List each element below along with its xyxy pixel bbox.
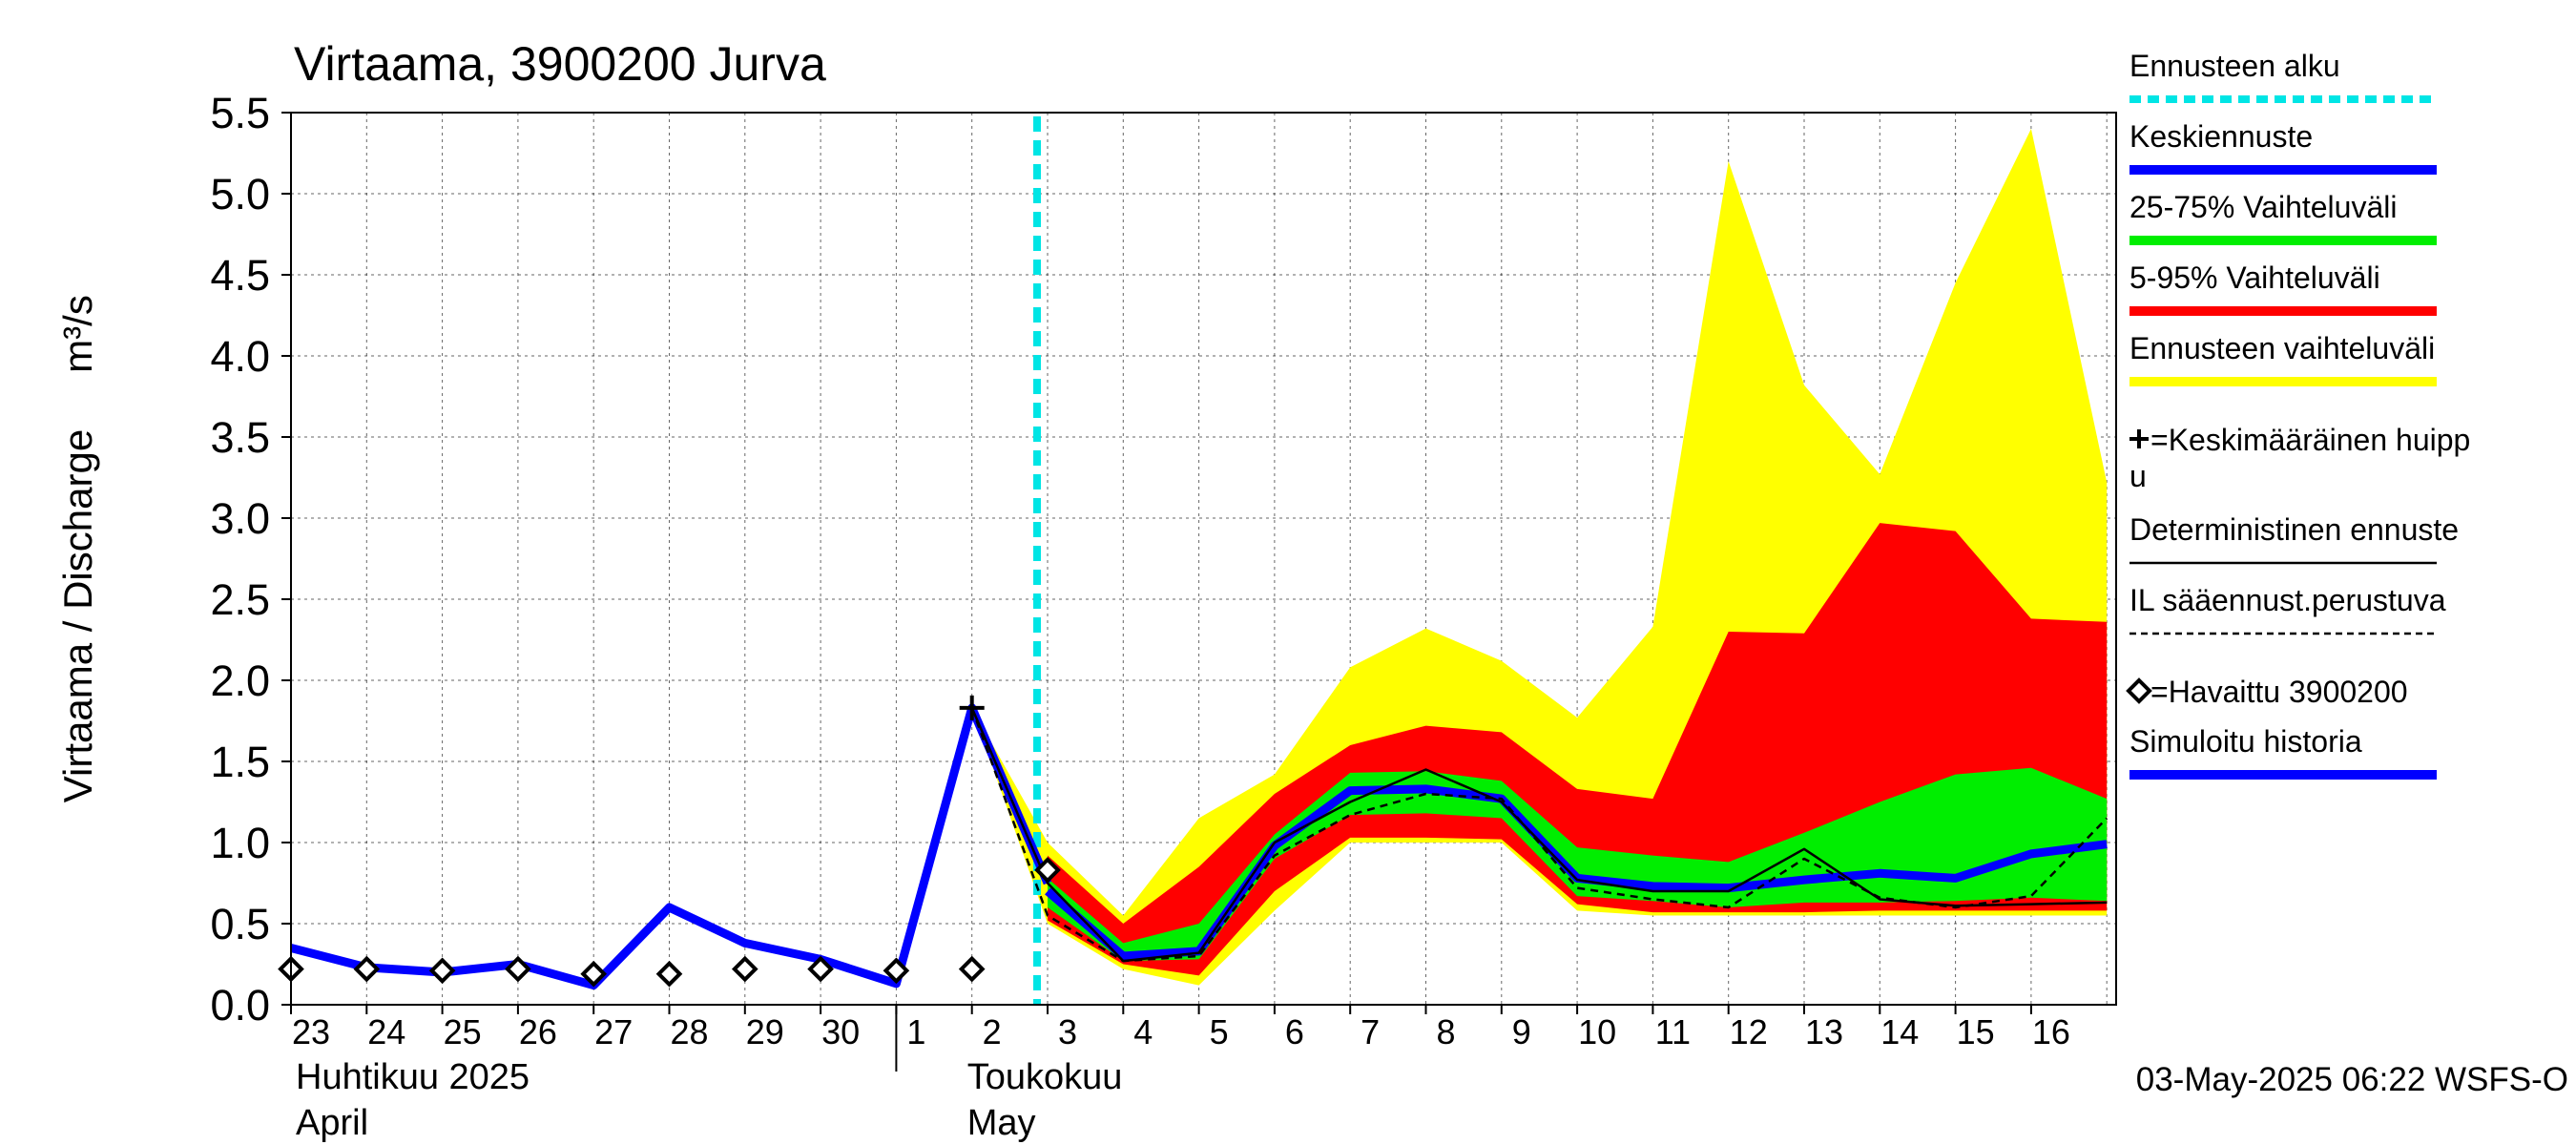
month-label-en: May xyxy=(967,1103,1036,1143)
x-tick-label: 9 xyxy=(1512,1012,1531,1051)
x-tick-label: 27 xyxy=(594,1012,633,1051)
legend-label-cont: u xyxy=(2129,459,2147,493)
y-tick-label: 2.5 xyxy=(210,575,270,624)
y-tick-label: 3.0 xyxy=(210,494,270,543)
legend-label: Simuloitu historia xyxy=(2129,724,2362,759)
y-axis-label: Virtaama / Discharge xyxy=(55,429,100,802)
chart-title: Virtaama, 3900200 Jurva xyxy=(294,37,826,91)
legend-item: IL sääennust.perustuva xyxy=(2129,583,2446,635)
y-tick-label: 4.0 xyxy=(210,332,270,381)
observed-point xyxy=(1034,857,1061,884)
y-tick-label: 0.0 xyxy=(210,981,270,1030)
x-tick-label: 30 xyxy=(821,1012,860,1051)
y-tick-label: 5.5 xyxy=(210,89,270,137)
x-tick-label: 16 xyxy=(2032,1012,2070,1051)
x-tick-label: 23 xyxy=(292,1012,330,1051)
x-tick-label: 11 xyxy=(1655,1012,1691,1051)
legend-label: 25-75% Vaihteluväli xyxy=(2129,190,2397,224)
legend-item: Ennusteen vaihteluväli xyxy=(2129,331,2437,386)
observed-point xyxy=(883,957,910,985)
x-tick-label: 28 xyxy=(670,1012,708,1051)
legend-label: Deterministinen ennuste xyxy=(2129,512,2459,547)
legend-label: =Keskimääräinen huipp xyxy=(2150,423,2470,457)
legend-label: Keskiennuste xyxy=(2129,119,2313,154)
y-tick-label: 0.5 xyxy=(210,900,270,948)
x-tick-label: 4 xyxy=(1133,1012,1153,1051)
x-tick-label: 25 xyxy=(444,1012,482,1051)
legend-item: =Havaittu 3900200 xyxy=(2126,675,2408,709)
legend-label: =Havaittu 3900200 xyxy=(2150,675,2408,709)
legend: Ennusteen alku Keskiennuste 25-75% Vaihtel… xyxy=(2126,49,2470,780)
x-tick-label: 10 xyxy=(1578,1012,1616,1051)
observed-point xyxy=(353,955,381,983)
y-axis-unit: m³/s xyxy=(55,295,100,373)
observed-point xyxy=(580,960,608,988)
x-tick-label: 24 xyxy=(367,1012,405,1051)
peak-marker xyxy=(959,695,985,720)
x-tick-label: 26 xyxy=(519,1012,557,1051)
y-tick-label: 5.0 xyxy=(210,170,270,219)
plot-area xyxy=(278,112,2116,1006)
observed-point xyxy=(807,955,834,983)
x-tick-label: 7 xyxy=(1361,1012,1380,1051)
y-tick-label: 4.5 xyxy=(210,251,270,300)
x-tick-label: 14 xyxy=(1880,1012,1919,1051)
observed-point xyxy=(731,955,758,983)
x-tick-label: 29 xyxy=(746,1012,784,1051)
axes: 0.0 0.5 1.0 1.5 2.0 2.5 3.0 3.5 4.0 4.5 5.0 5.5 Virt… xyxy=(55,89,2117,1143)
x-tick-label: 5 xyxy=(1210,1012,1229,1051)
plot-frame xyxy=(290,112,2117,1006)
series-simuloitu-historia xyxy=(291,703,1052,990)
series xyxy=(291,703,2109,990)
legend-label: Ennusteen alku xyxy=(2129,49,2340,83)
legend-item: Simuloitu historia xyxy=(2129,724,2437,780)
legend-item: 5-95% Vaihteluväli xyxy=(2129,260,2437,316)
x-tick-label: 3 xyxy=(1058,1012,1077,1051)
x-tick-label: 13 xyxy=(1805,1012,1843,1051)
y-tick-label: 1.0 xyxy=(210,819,270,867)
y-tick-label: 2.0 xyxy=(210,656,270,705)
legend-label: 5-95% Vaihteluväli xyxy=(2129,260,2380,295)
bands xyxy=(971,129,2108,986)
legend-item: Deterministinen ennuste xyxy=(2129,512,2459,565)
month-label-fi: Huhtikuu 2025 xyxy=(296,1057,530,1097)
x-tick-label: 15 xyxy=(1957,1012,1995,1051)
y-tick-label: 3.5 xyxy=(210,413,270,462)
observed-point xyxy=(655,960,683,988)
x-tick-label: 8 xyxy=(1436,1012,1455,1051)
legend-item: Ennusteen alku xyxy=(2129,49,2437,103)
footer-timestamp: 03-May-2025 06:22 WSFS-O xyxy=(2136,1061,2568,1098)
legend-item: Keskiennuste xyxy=(2129,119,2437,175)
series-il-s-ennust-perustuva xyxy=(970,707,2109,963)
legend-item: 25-75% Vaihteluväli xyxy=(2129,190,2437,245)
x-tick-label: 1 xyxy=(906,1012,925,1051)
x-tick-label: 6 xyxy=(1285,1012,1304,1051)
month-label-fi: Toukokuu xyxy=(967,1057,1123,1097)
legend-label: IL sääennust.perustuva xyxy=(2129,583,2446,617)
month-label-en: April xyxy=(296,1103,368,1143)
legend-marker-diamond xyxy=(2126,677,2152,704)
x-tick-label: 12 xyxy=(1730,1012,1768,1051)
observed-point xyxy=(505,955,531,983)
x-tick-label: 2 xyxy=(983,1012,1002,1051)
legend-marker-plus xyxy=(2129,429,2149,448)
observed-point xyxy=(428,957,456,985)
observed-point xyxy=(958,955,986,983)
y-tick-label: 1.5 xyxy=(210,738,270,786)
legend-label: Ennusteen vaihteluväli xyxy=(2129,331,2435,365)
